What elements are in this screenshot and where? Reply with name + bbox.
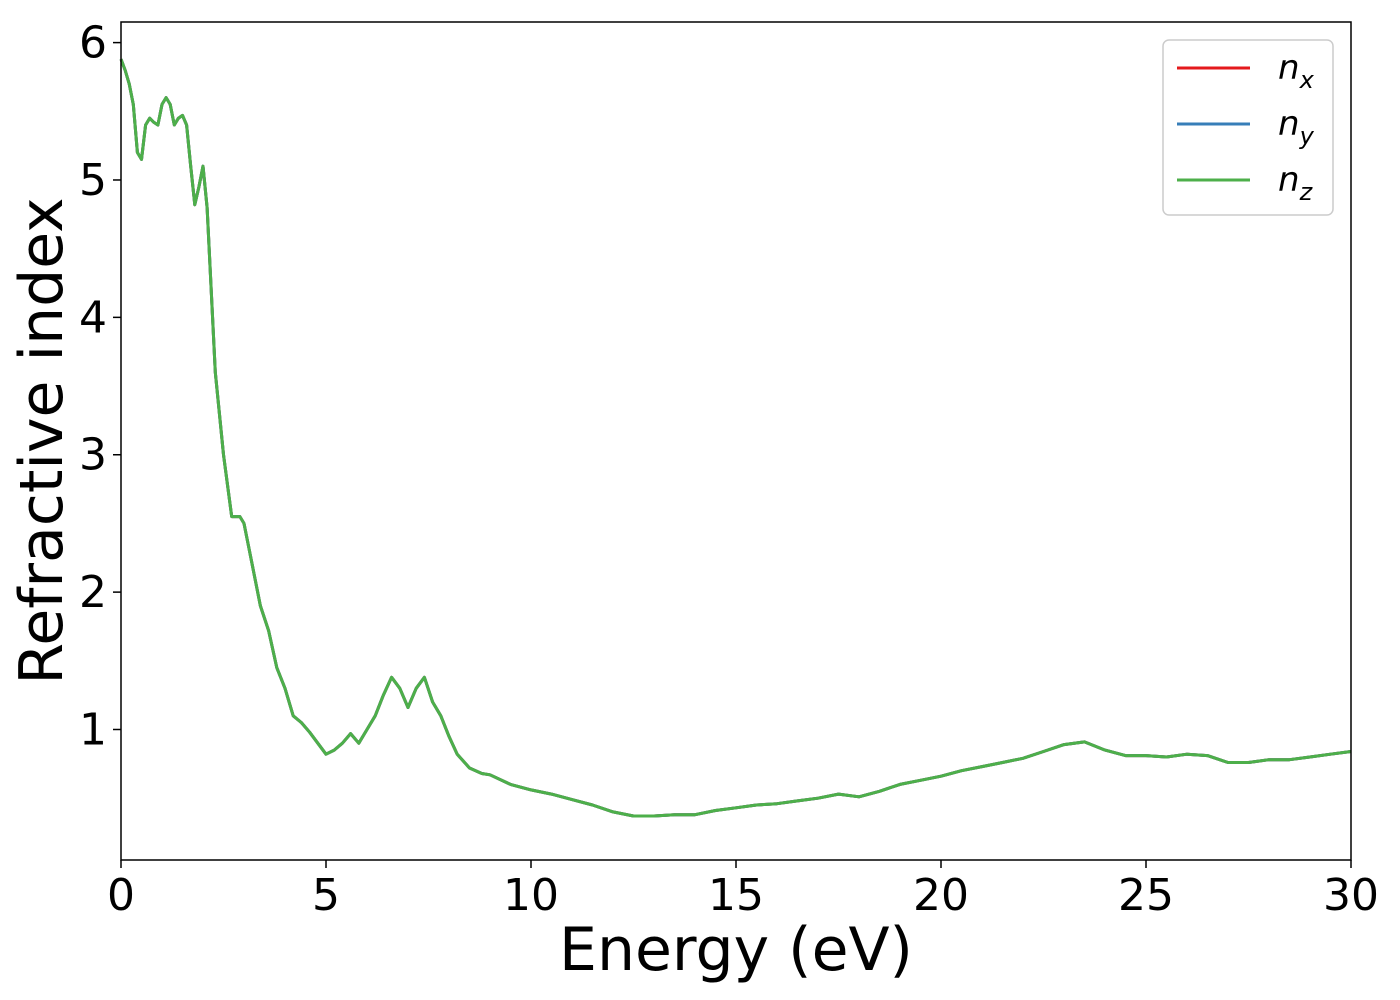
x-tick-label: 0 [107, 870, 135, 921]
x-tick-label: 20 [913, 870, 969, 921]
y-tick-label: 3 [79, 430, 107, 481]
legend-label-nz: nz [1278, 160, 1314, 206]
series-line-nz [119, 58, 1352, 818]
legend-box [1162, 39, 1334, 216]
x-tick-label: 30 [1323, 870, 1379, 921]
x-tick-label: 15 [708, 870, 764, 921]
y-axis-title: Refractive index [7, 197, 77, 684]
legend-label-ny: ny [1278, 104, 1315, 150]
x-axis: 0 5 10 15 20 25 30 [107, 860, 1379, 921]
y-tick-label: 6 [79, 18, 107, 69]
legend: nx ny nz [1162, 39, 1334, 216]
y-tick-label: 5 [79, 155, 107, 206]
x-tick-label: 5 [312, 870, 340, 921]
x-tick-label: 25 [1118, 870, 1174, 921]
series-layer [119, 58, 1352, 818]
y-tick-label: 1 [79, 704, 107, 755]
x-tick-label: 10 [503, 870, 559, 921]
x-axis-title: Energy (eV) [559, 915, 913, 985]
y-axis: 1 2 3 4 5 6 [79, 18, 121, 755]
legend-label-nx: nx [1278, 48, 1315, 94]
y-tick-label: 2 [79, 567, 107, 618]
y-tick-label: 4 [79, 292, 107, 343]
